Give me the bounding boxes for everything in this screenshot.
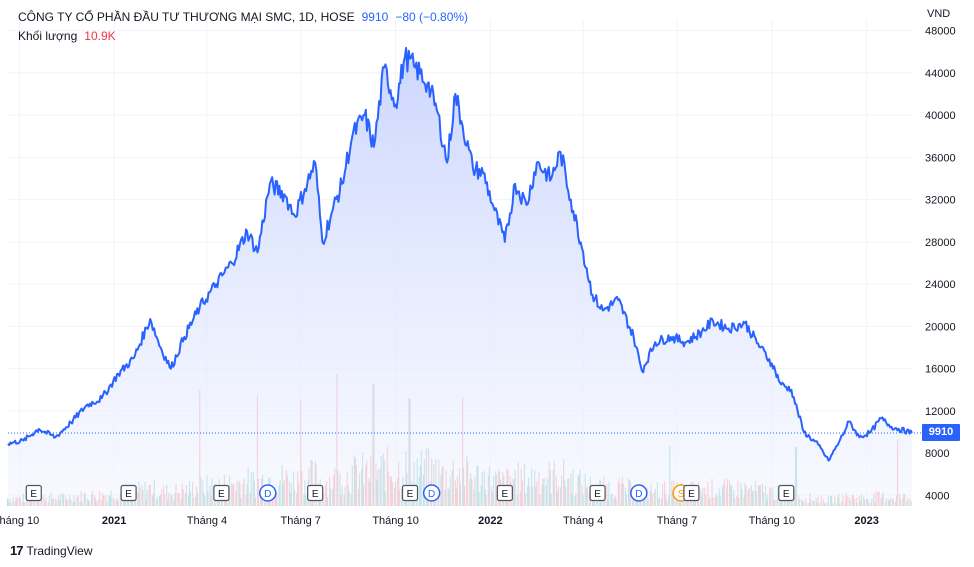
dividend-marker[interactable]: D [422,484,441,502]
price-axis[interactable]: 48000 44000 40000 36000 32000 28000 24000 20000… [925,26,956,503]
x-tick-label: Tháng 10 [749,515,795,527]
event-letter: E [30,489,37,500]
event-letter: E [218,489,225,500]
last-price-tag: 9910 [922,424,960,442]
volume-value: 10.9K [84,29,116,43]
earnings-icon [307,484,324,502]
event-letter: E [688,489,695,500]
price-area [7,46,913,507]
earnings-marker[interactable]: E [589,484,606,502]
earnings-marker[interactable]: E [213,484,230,502]
price-change: −80 (−0.80%) [395,10,469,24]
x-tick-label: Tháng 4 [563,515,603,527]
dividend-icon [422,484,441,502]
dividend-icon [630,484,648,502]
earnings-marker[interactable]: E [307,484,324,502]
x-tick-label: 2023 [854,515,878,527]
dividend-icon [259,484,277,502]
x-tick-label: 2021 [102,515,126,527]
y-tick-label: 28000 [925,237,956,249]
earnings-icon [25,484,42,502]
earnings-marker[interactable]: E [120,484,137,502]
price-area-fill [8,47,912,507]
event-letter: E [783,489,790,500]
earnings-marker[interactable]: E [683,484,700,502]
earnings-icon [120,484,137,502]
event-letter: E [125,489,132,500]
dividend-marker[interactable]: D [630,484,648,502]
event-letter: E [594,489,601,500]
y-tick-label: 16000 [925,364,956,376]
x-tick-label: Tháng 10 [372,515,418,527]
event-letter: D [428,489,435,500]
y-tick-label: 48000 [925,26,956,38]
y-tick-label: 32000 [925,195,956,207]
x-tick-label: 2022 [478,515,502,527]
y-tick-label: 40000 [925,110,956,122]
y-tick-label: 20000 [925,321,956,333]
earnings-marker[interactable]: E [25,484,42,502]
dividend-marker[interactable]: D [259,484,277,502]
earnings-icon [496,484,513,502]
y-tick-label: 44000 [925,68,956,80]
x-tick-label: Tháng 7 [657,515,697,527]
event-letter: D [635,489,642,500]
y-tick-label: 36000 [925,152,956,164]
tradingview-logo-icon: 17 [10,543,24,558]
event-letter: E [502,489,509,500]
earnings-icon [213,484,230,502]
x-tick-label: háng 10 [0,515,39,527]
event-letter: S [678,489,685,500]
volume-label[interactable]: Khối lượng [18,29,78,43]
currency-label: VND [927,8,951,20]
x-tick-label: Tháng 7 [281,515,321,527]
x-tick-label: Tháng 4 [187,515,227,527]
time-axis[interactable]: háng 10 2021 Tháng 4 Tháng 7 Tháng 10 2022 Thá… [0,515,879,527]
chart-legend: CÔNG TY CỔ PHẦN ĐẦU TƯ THƯƠNG MẠI SMC, 1… [18,8,468,46]
earnings-icon [589,484,606,502]
earnings-marker[interactable]: E [496,484,513,502]
event-letter: E [312,489,319,500]
price-line [7,46,913,462]
y-tick-label: 4000 [925,490,949,502]
event-letter: D [264,489,271,500]
last-price: 9910 [361,10,389,24]
y-tick-label: 8000 [925,448,949,460]
earnings-icon [401,484,419,502]
tradingview-brand[interactable]: 17 TradingView [10,543,93,558]
earnings-marker[interactable]: E [778,484,795,502]
symbol-title[interactable]: CÔNG TY CỔ PHẦN ĐẦU TƯ THƯƠNG MẠI SMC, 1… [18,10,355,24]
earnings-icon [683,484,700,502]
earnings-icon [778,484,795,502]
y-tick-label: 12000 [925,406,956,418]
event-letter: E [407,489,414,500]
y-tick-label: 24000 [925,279,956,291]
brand-name: TradingView [26,543,93,558]
earnings-marker[interactable]: E [401,484,419,502]
